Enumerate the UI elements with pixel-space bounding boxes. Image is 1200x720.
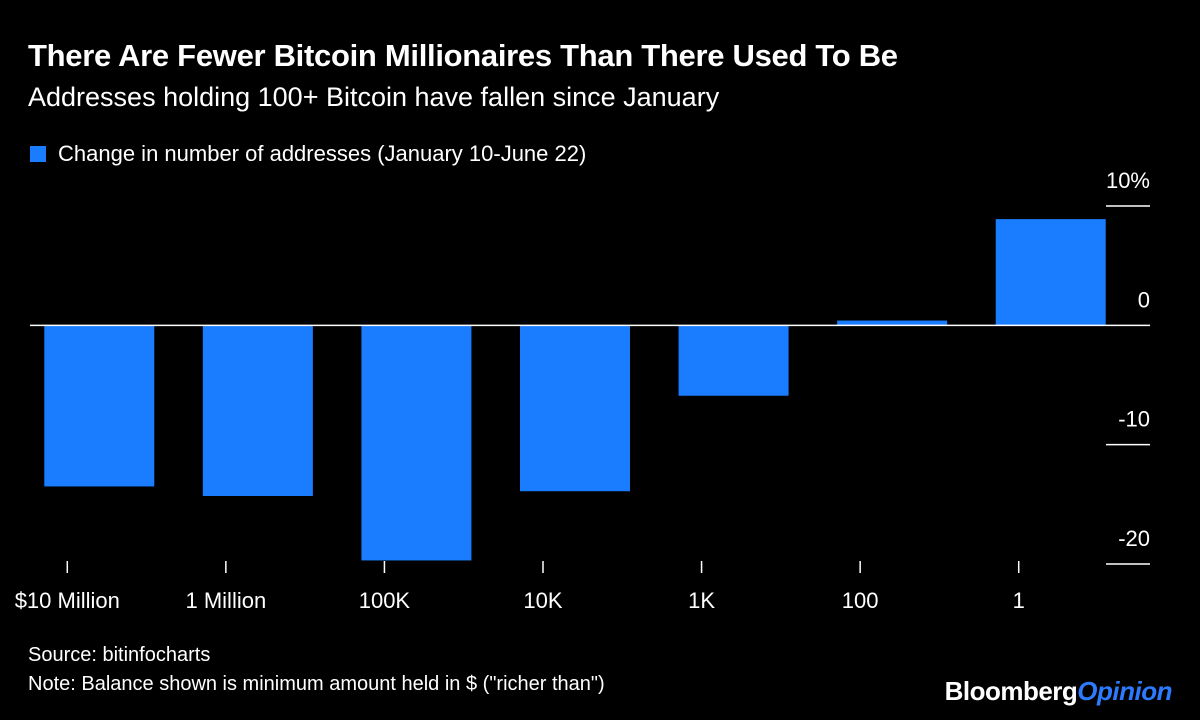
x-tick-label: 1 Million [186, 588, 267, 613]
y-tick-label: 0 [1138, 287, 1150, 312]
legend-swatch [30, 146, 46, 162]
bar [202, 325, 313, 496]
x-tick-label: 1K [688, 588, 715, 613]
x-axis: $10 Million 1 Million 100K 10K 1K 100 1 [15, 561, 1025, 613]
bar [678, 325, 789, 396]
x-tick-label: 100 [842, 588, 879, 613]
legend-label: Change in number of addresses (January 1… [58, 141, 587, 166]
bar [837, 320, 948, 326]
bars-group [44, 219, 1106, 561]
x-tick-label: 1 [1013, 588, 1025, 613]
bar [995, 219, 1106, 326]
y-tick-label: 10% [1106, 168, 1150, 193]
brand-accent: Opinion [1077, 676, 1172, 706]
source-note: Source: bitinfocharts [28, 644, 211, 666]
y-axis: 10% 0 -10 -20 [1106, 168, 1150, 565]
x-tick-label: $10 Million [15, 588, 120, 613]
bar [361, 325, 472, 561]
bar [44, 325, 155, 487]
brand-logo: BloombergOpinion [944, 676, 1173, 707]
chart-title: There Are Fewer Bitcoin Millionaires Tha… [28, 38, 898, 73]
y-tick-label: -20 [1118, 526, 1150, 551]
x-tick-label: 10K [523, 588, 562, 613]
bar [520, 325, 630, 492]
legend: Change in number of addresses (January 1… [30, 141, 586, 167]
brand-primary: Bloomberg [944, 676, 1078, 706]
chart-subtitle: Addresses holding 100+ Bitcoin have fall… [28, 82, 720, 112]
x-tick-label: 100K [359, 588, 411, 613]
footnote: Note: Balance shown is minimum amount he… [28, 673, 605, 695]
y-tick-label: -10 [1118, 407, 1150, 432]
